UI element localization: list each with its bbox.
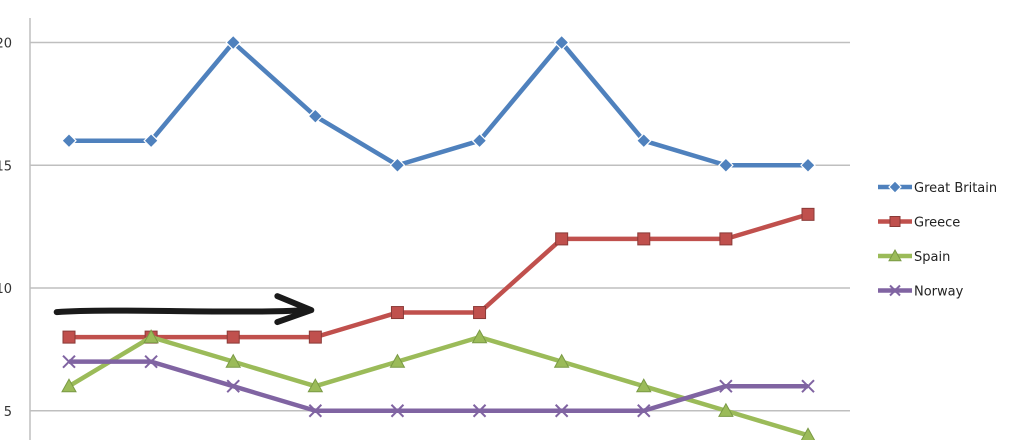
series-spain — [61, 329, 816, 442]
legend-label: Norway — [914, 285, 964, 300]
data-point — [226, 379, 240, 393]
data-point — [225, 34, 242, 51]
data-point — [390, 404, 405, 418]
data-point — [143, 132, 159, 149]
plot-series — [61, 34, 816, 442]
y-tick-label: 20 — [0, 37, 12, 52]
data-point — [555, 232, 569, 246]
legend-marker — [888, 180, 902, 194]
legend: Great Britain Greece Spain Norway — [878, 180, 997, 300]
data-point — [471, 329, 488, 344]
y-tick-label: 10 — [0, 282, 12, 297]
legend-label: Spain — [914, 250, 950, 265]
data-point — [61, 378, 77, 393]
data-point — [800, 157, 816, 174]
y-axis: 5 10 15 20 — [0, 18, 31, 440]
data-point — [307, 108, 324, 124]
data-point — [635, 132, 652, 149]
data-point — [308, 330, 322, 344]
series-greece — [62, 207, 815, 344]
data-point — [62, 354, 76, 369]
legend-marker — [889, 216, 901, 227]
data-point — [308, 404, 323, 418]
data-point — [719, 232, 733, 246]
annotations — [53, 293, 315, 326]
data-point — [390, 306, 404, 320]
series-line — [69, 40, 808, 168]
data-point — [635, 378, 652, 393]
y-tick-label: 5 — [4, 405, 12, 420]
legend-marker — [889, 284, 901, 297]
series-norway — [62, 354, 815, 418]
data-point — [473, 306, 487, 320]
data-point — [801, 379, 815, 393]
series-line — [69, 359, 808, 413]
legend-label: Greece — [914, 216, 960, 231]
data-point — [637, 232, 651, 246]
data-point — [718, 402, 734, 417]
data-point — [719, 379, 733, 393]
data-point — [307, 378, 324, 393]
gridlines — [30, 41, 850, 412]
arrow-head — [274, 293, 315, 326]
legend-item: Norway — [878, 285, 964, 300]
data-point — [472, 404, 487, 418]
series-great-britain — [61, 34, 816, 174]
series-line — [69, 212, 809, 340]
legend-label: Great Britain — [914, 181, 997, 196]
data-point — [62, 330, 76, 344]
data-point — [389, 157, 406, 174]
data-point — [553, 353, 570, 368]
arrow-annotation — [53, 307, 311, 316]
data-point — [144, 354, 158, 369]
data-point — [226, 330, 240, 344]
legend-marker — [888, 248, 902, 262]
data-point — [225, 353, 242, 368]
y-tick-label: 15 — [0, 159, 12, 174]
data-point — [389, 353, 406, 368]
legend-item: Spain — [878, 248, 950, 265]
data-point — [637, 404, 651, 418]
legend-item: Great Britain — [878, 180, 997, 196]
data-point — [554, 404, 569, 418]
data-point — [471, 132, 488, 149]
data-point — [801, 207, 815, 221]
data-point — [553, 34, 570, 51]
series-line — [67, 334, 809, 438]
data-point — [718, 157, 734, 174]
data-point — [143, 329, 159, 344]
data-point — [61, 132, 77, 149]
legend-item: Greece — [878, 216, 960, 231]
